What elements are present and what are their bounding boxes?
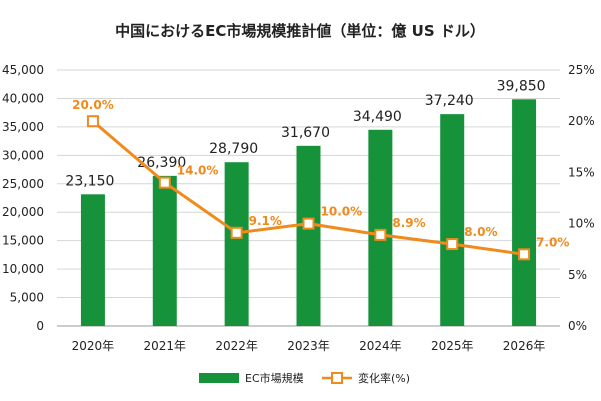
- y-axis-left: 0 5,000 10,000 15,000 20,000 25,000 30,000 35,0…: [2, 63, 44, 333]
- y-axis-right: 0% 5% 10% 15% 20% 25%: [568, 63, 595, 333]
- y-left-tick-label: 40,000: [2, 91, 44, 105]
- y-left-tick-label: 0: [36, 319, 44, 333]
- line-marker: [518, 248, 531, 261]
- y-left-tick-label: 35,000: [2, 120, 44, 134]
- legend-label-bar: EC市場規模: [245, 371, 304, 385]
- bar-value-label: 31,670: [281, 125, 330, 141]
- line-marker: [374, 228, 387, 241]
- bar: [224, 162, 249, 326]
- y-right-tick-label: 20%: [568, 114, 595, 128]
- x-tick-label: 2023年: [287, 339, 330, 353]
- y-right-tick-label: 15%: [568, 165, 595, 179]
- bar: [152, 175, 177, 326]
- bar: [296, 145, 321, 326]
- y-left-tick-label: 25,000: [2, 177, 44, 191]
- line-value-label: 14.0%: [177, 164, 219, 178]
- y-left-tick-label: 45,000: [2, 63, 44, 77]
- y-right-tick-label: 0%: [568, 319, 587, 333]
- bar: [440, 114, 465, 326]
- x-axis: 2020年 2021年 2022年 2023年 2024年 2025年 2026年: [72, 339, 546, 353]
- bar-value-label: 26,390: [137, 155, 186, 171]
- y-left-tick-label: 5,000: [10, 291, 44, 305]
- x-tick-label: 2025年: [431, 339, 474, 353]
- line-marker: [158, 176, 171, 189]
- line-value-label: 8.9%: [392, 216, 425, 230]
- x-tick-label: 2026年: [503, 339, 546, 353]
- x-tick-label: 2024年: [359, 339, 402, 353]
- bar: [512, 99, 537, 326]
- line-marker: [446, 238, 459, 251]
- y-right-tick-label: 25%: [568, 63, 595, 77]
- line-value-label: 9.1%: [249, 214, 282, 228]
- bar-series: [80, 99, 537, 326]
- line-marker: [230, 226, 243, 239]
- bar-value-label: 34,490: [353, 109, 402, 125]
- y-left-tick-label: 10,000: [2, 262, 44, 276]
- line-value-label: 20.0%: [72, 98, 114, 112]
- line-series: 20.0% 14.0% 9.1% 10.0% 8.9% 8.0% 7.0%: [72, 98, 569, 261]
- bar: [368, 129, 393, 326]
- line-value-label: 7.0%: [536, 235, 569, 249]
- x-tick-label: 2021年: [144, 339, 187, 353]
- x-tick-label: 2020年: [72, 339, 115, 353]
- y-left-tick-label: 20,000: [2, 205, 44, 219]
- legend-label-line: 変化率(%): [358, 371, 410, 385]
- y-left-tick-label: 15,000: [2, 234, 44, 248]
- y-right-tick-label: 5%: [568, 268, 587, 282]
- legend-swatch-marker: [331, 372, 343, 384]
- x-tick-label: 2022年: [215, 339, 258, 353]
- y-right-tick-label: 10%: [568, 217, 595, 231]
- line-value-label: 10.0%: [321, 205, 363, 219]
- bar-value-label: 28,790: [209, 141, 258, 157]
- bar-value-label: 23,150: [65, 173, 114, 189]
- chart-title: 中国におけるEC市場規模推計値（単位：億 US ドル）: [115, 22, 485, 40]
- bar-value-labels: 23,150 26,390 28,790 31,670 34,490 37,240 39,8…: [65, 78, 545, 189]
- line-value-label: 8.0%: [464, 225, 497, 239]
- legend: EC市場規模 変化率(%): [199, 371, 410, 385]
- line-marker: [86, 115, 99, 128]
- bar-value-label: 37,240: [425, 93, 474, 109]
- line-marker: [302, 217, 315, 230]
- bar-value-label: 39,850: [497, 78, 546, 94]
- legend-swatch-bar: [199, 373, 239, 383]
- bar: [80, 194, 105, 326]
- y-left-tick-label: 30,000: [2, 148, 44, 162]
